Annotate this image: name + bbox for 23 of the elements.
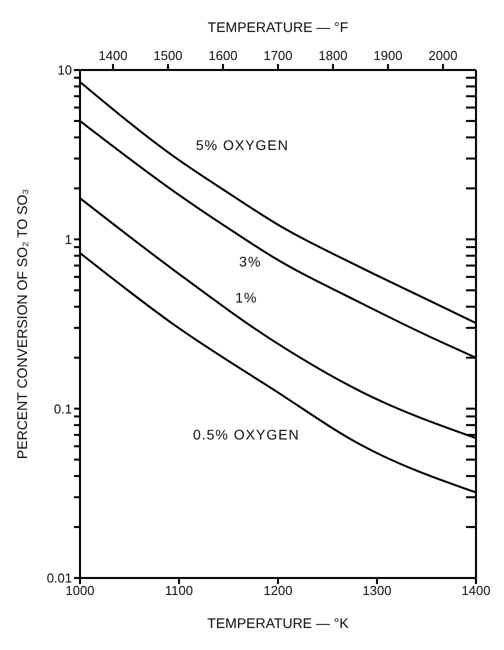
x-tick-label: 1200 [264, 583, 292, 598]
x-tick-label: 1400 [462, 583, 490, 598]
annotation: 3% [239, 254, 262, 270]
x2-tick-label: 1800 [318, 48, 348, 63]
x2-tick-label: 1500 [154, 48, 182, 63]
x-tick-label: 1300 [362, 583, 392, 598]
x2-tick-label: 1400 [98, 48, 128, 63]
x2-axis-title: TEMPERATURE — °F [208, 19, 348, 35]
y-axis-title: PERCENT CONVERSION OF SO₂ TO SO₃ [14, 188, 30, 460]
x2-tick-label: 1900 [374, 48, 402, 63]
x-tick-label: 1000 [66, 583, 94, 598]
x2-tick-label: 2000 [428, 48, 458, 63]
y-tick-label: 0.1 [54, 401, 72, 416]
y-tick-label: 1 [64, 232, 72, 247]
annotation: 5% OXYGEN [196, 136, 289, 153]
annotation: 1% [235, 289, 258, 306]
x2-tick-label: 1700 [264, 48, 292, 63]
x-tick-label: 1100 [165, 583, 193, 598]
x-axis-title: TEMPERATURE — °K [207, 615, 350, 631]
y-tick-label: 0.01 [46, 570, 72, 586]
y-tick-label: 10 [58, 62, 72, 78]
annotation: 0.5% OXYGEN [192, 426, 300, 442]
x2-tick-label: 1600 [208, 48, 238, 63]
